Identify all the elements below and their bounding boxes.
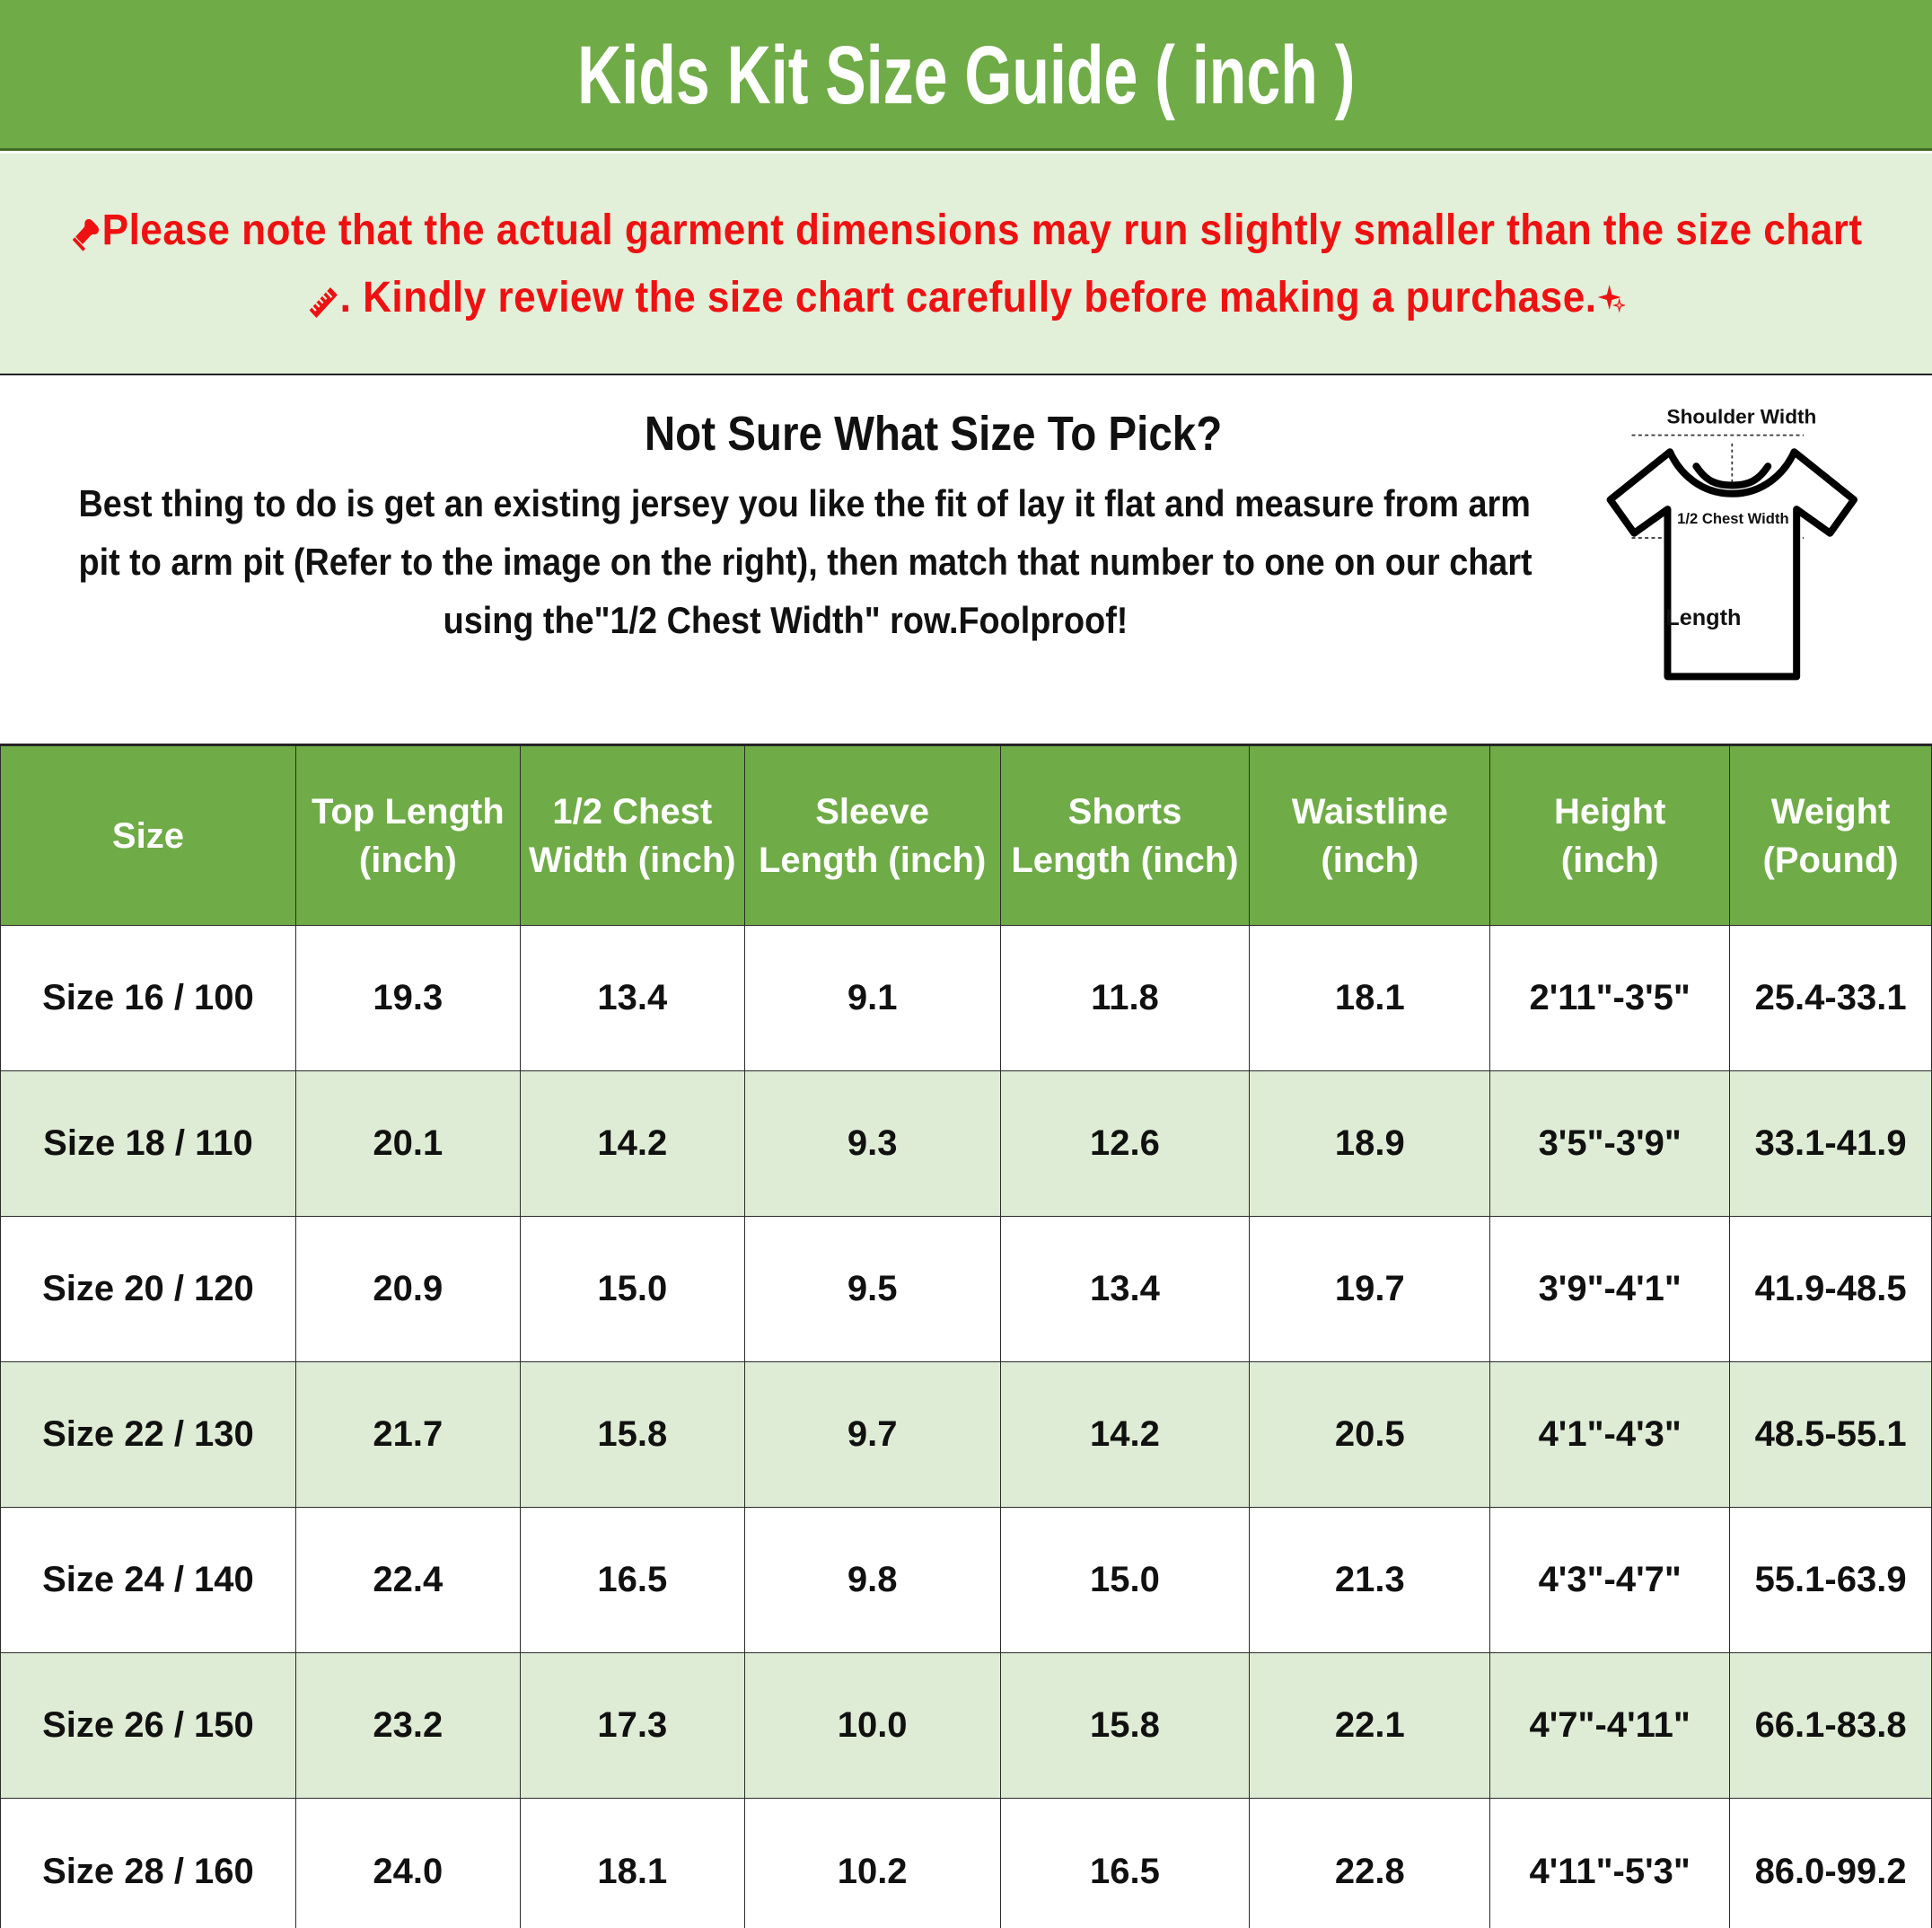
svg-text:Shoulder Width: Shoulder Width [1667, 405, 1817, 427]
svg-text:Length: Length [1665, 605, 1741, 630]
svg-text:1/2 Chest Width: 1/2 Chest Width [1677, 510, 1789, 527]
